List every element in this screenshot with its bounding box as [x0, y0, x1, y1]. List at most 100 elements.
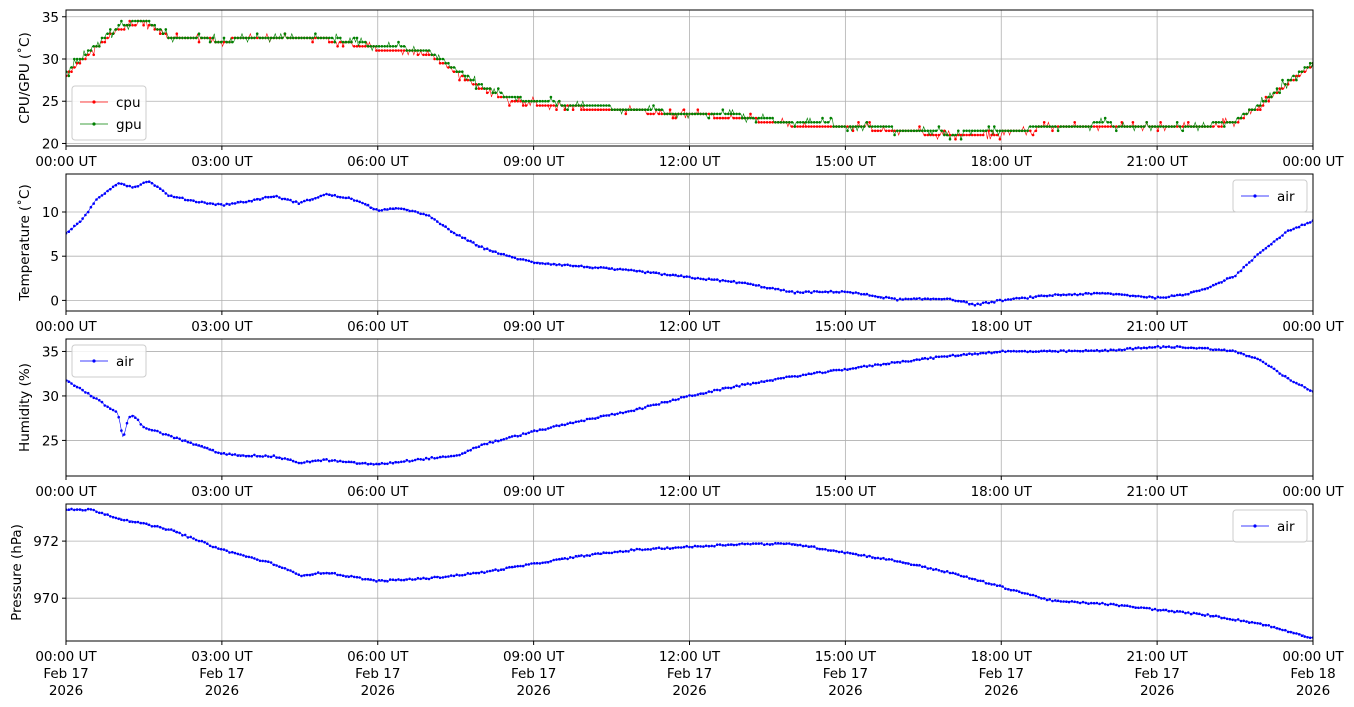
data-point — [765, 286, 769, 290]
data-point — [449, 66, 453, 69]
data-point — [1292, 78, 1295, 82]
data-point — [158, 28, 162, 31]
data-point — [452, 231, 456, 235]
data-point — [621, 268, 625, 271]
data-point — [649, 404, 652, 407]
data-point — [183, 439, 187, 442]
data-point — [704, 278, 708, 282]
data-point — [380, 579, 384, 582]
data-point — [1211, 614, 1215, 618]
data-point — [843, 290, 846, 294]
data-point — [455, 454, 459, 457]
data-point — [142, 23, 145, 27]
data-point — [1148, 125, 1151, 128]
data-point — [1056, 350, 1060, 354]
data-point — [1220, 281, 1223, 284]
data-point — [1264, 623, 1268, 627]
data-point — [582, 265, 586, 269]
data-point — [1173, 346, 1176, 349]
data-point — [516, 258, 519, 261]
data-point — [513, 256, 517, 260]
data-point — [926, 357, 930, 361]
data-point — [386, 208, 389, 211]
data-point — [394, 207, 398, 210]
data-point — [943, 297, 946, 301]
data-point — [1103, 348, 1107, 352]
data-point — [1045, 349, 1049, 353]
data-point — [81, 388, 84, 392]
data-point — [776, 377, 780, 380]
data-point — [73, 508, 76, 512]
data-point — [721, 108, 725, 111]
data-point — [890, 297, 894, 300]
data-point — [1081, 293, 1085, 296]
data-point — [516, 95, 519, 99]
data-point — [760, 542, 763, 545]
data-point — [280, 566, 284, 570]
data-point — [136, 19, 140, 23]
data-point — [1259, 251, 1262, 254]
data-point — [120, 28, 123, 31]
data-point — [231, 202, 234, 205]
data-point — [444, 455, 447, 459]
data-point — [907, 297, 910, 301]
data-point — [871, 125, 874, 128]
data-point — [391, 578, 395, 581]
data-point — [386, 45, 389, 48]
data-point — [208, 544, 212, 548]
data-point — [427, 49, 431, 52]
x-tick-label: 15:00 UT — [815, 649, 877, 665]
data-point — [436, 456, 439, 460]
data-point — [948, 137, 952, 141]
data-point — [424, 49, 428, 52]
data-point — [1203, 125, 1207, 128]
data-point — [618, 411, 622, 414]
data-point — [1004, 298, 1007, 302]
data-point — [943, 355, 946, 358]
data-point — [1059, 125, 1063, 128]
data-point — [267, 560, 270, 563]
data-point — [1137, 125, 1140, 128]
data-point — [1009, 298, 1013, 301]
data-point — [1220, 121, 1223, 124]
data-point — [1289, 630, 1293, 634]
data-point — [1236, 271, 1240, 274]
data-point — [987, 125, 991, 128]
data-point — [704, 544, 708, 548]
data-point — [824, 121, 827, 124]
data-point — [1059, 349, 1063, 352]
series-markers — [66, 19, 1313, 141]
data-point — [968, 352, 971, 356]
data-point — [624, 410, 628, 414]
data-point — [1131, 347, 1135, 351]
data-point — [932, 133, 935, 137]
data-point — [1245, 112, 1248, 116]
data-point — [1242, 265, 1245, 269]
data-point — [1256, 622, 1259, 625]
data-point — [840, 369, 844, 372]
data-point — [1175, 125, 1179, 128]
data-point — [546, 427, 550, 430]
data-point — [117, 415, 120, 419]
data-point — [322, 572, 326, 575]
data-point — [297, 202, 301, 205]
data-point — [923, 356, 927, 360]
data-point — [1128, 605, 1132, 608]
data-point — [217, 40, 220, 44]
data-point — [211, 545, 215, 549]
data-point — [433, 457, 436, 460]
data-point — [782, 121, 785, 124]
data-point — [1112, 293, 1115, 296]
data-point — [990, 129, 993, 133]
data-point — [1242, 112, 1245, 116]
data-point — [654, 403, 658, 406]
data-point — [1076, 600, 1079, 604]
data-point — [710, 112, 713, 116]
data-point — [751, 116, 755, 120]
data-point — [291, 570, 295, 574]
data-point — [666, 546, 669, 549]
data-point — [1026, 592, 1029, 596]
legend-label: cpu — [116, 95, 141, 111]
data-point — [427, 457, 431, 461]
data-point — [1081, 125, 1085, 128]
